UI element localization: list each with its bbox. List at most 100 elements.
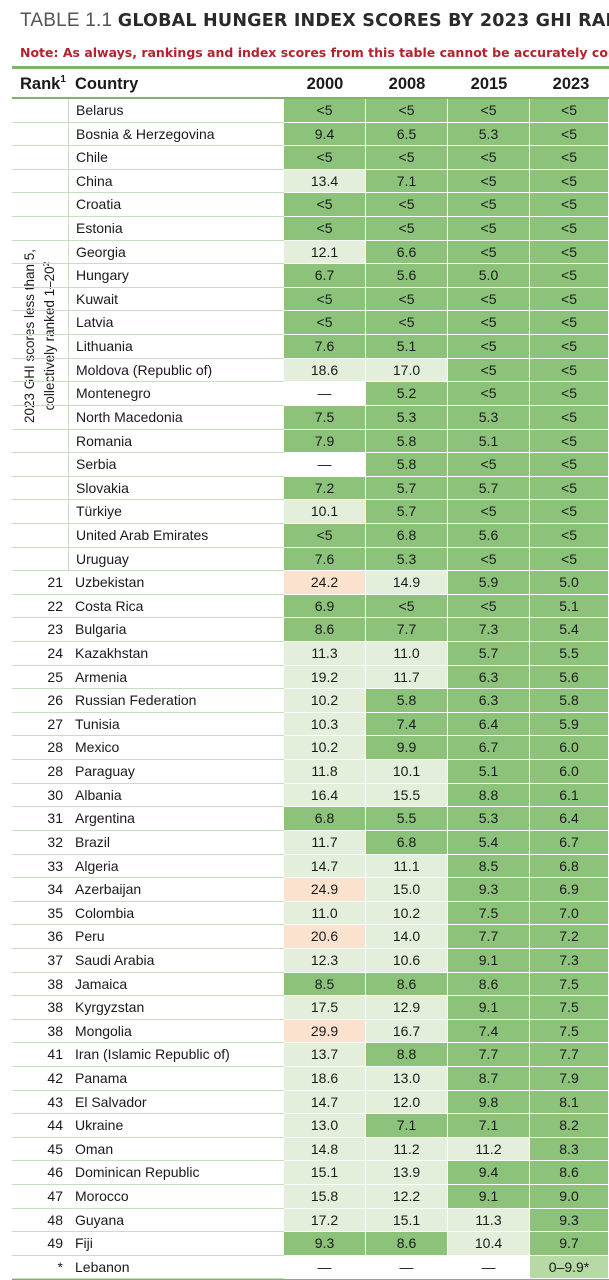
score-cell-2015: <5 — [448, 453, 530, 477]
score-cell-2015: 5.3 — [448, 122, 530, 147]
rank-cell — [12, 241, 68, 265]
score-cell-2008: 6.8 — [366, 830, 448, 855]
score-cell-2000: <5 — [284, 217, 366, 241]
score-cell-2015: <5 — [448, 287, 530, 312]
country-cell: Hungary — [68, 264, 284, 288]
country-cell: North Macedonia — [68, 405, 284, 430]
score-cell-2023: 6.9 — [530, 878, 609, 902]
table-row: 35 Colombia 11.0 10.2 7.5 7.0 — [12, 901, 609, 926]
score-cell-2015: 9.3 — [448, 878, 530, 902]
table-row: 30 Albania 16.4 15.5 8.8 6.1 — [12, 783, 609, 808]
score-cell-2023: <5 — [530, 169, 609, 194]
table-row: China 13.4 7.1 <5 <5 — [12, 169, 609, 194]
country-cell: Bulgaria — [68, 618, 284, 643]
score-cell-2008: <5 — [366, 217, 448, 241]
rank-cell: 49 — [12, 1232, 68, 1256]
country-cell: Russian Federation — [68, 689, 284, 713]
score-cell-2000: 12.3 — [284, 948, 366, 973]
rank-cell: 44 — [12, 1114, 68, 1138]
rank-cell: 26 — [12, 689, 68, 713]
score-cell-2015: 8.5 — [448, 854, 530, 879]
table-note: Note: As always, rankings and index scor… — [20, 45, 609, 60]
score-cell-2023: 7.5 — [530, 996, 609, 1020]
score-cell-2015: 9.1 — [448, 948, 530, 973]
rank-cell — [12, 146, 68, 170]
score-cell-2015: <5 — [448, 146, 530, 170]
country-cell: El Salvador — [68, 1091, 284, 1115]
rank-cell: 48 — [12, 1209, 68, 1233]
score-cell-2008: 7.1 — [366, 169, 448, 194]
score-cell-2023: 7.5 — [530, 972, 609, 997]
table-row: 44 Ukraine 13.0 7.1 7.1 8.2 — [12, 1114, 609, 1138]
table-row: Georgia 12.1 6.6 <5 <5 — [12, 240, 609, 265]
score-cell-2023: <5 — [530, 453, 609, 477]
table-row: Lithuania 7.6 5.1 <5 <5 — [12, 335, 609, 359]
score-cell-2000: — — [284, 453, 366, 477]
score-cell-2000: 15.8 — [284, 1185, 366, 1209]
table-row: Hungary 6.7 5.6 5.0 <5 — [12, 264, 609, 288]
rank-cell: 23 — [12, 618, 68, 643]
score-cell-2023: <5 — [530, 146, 609, 170]
country-cell: Argentina — [68, 807, 284, 831]
table-row: 28 Mexico 10.2 9.9 6.7 6.0 — [12, 736, 609, 761]
score-cell-2000: <5 — [284, 311, 366, 336]
score-cell-2008: 11.1 — [366, 854, 448, 879]
rank-cell: 35 — [12, 902, 68, 926]
country-cell: Mongolia — [68, 1020, 284, 1044]
score-cell-2008: 15.0 — [366, 878, 448, 902]
rank-cell: 36 — [12, 925, 68, 949]
country-cell: Peru — [68, 925, 284, 949]
score-cell-2023: <5 — [530, 311, 609, 336]
score-cell-2023: 7.9 — [530, 1066, 609, 1091]
table-row: 34 Azerbaijan 24.9 15.0 9.3 6.9 — [12, 878, 609, 902]
header-rule — [12, 97, 609, 99]
score-cell-2000: 18.6 — [284, 358, 366, 383]
score-cell-2008: <5 — [366, 99, 448, 123]
table-row: Belarus <5 <5 <5 <5 — [12, 99, 609, 123]
score-cell-2008: — — [366, 1255, 448, 1280]
score-cell-2000: 10.1 — [284, 500, 366, 524]
header-rank-label: Rank — [20, 75, 61, 93]
score-cell-2023: 5.5 — [530, 642, 609, 666]
country-cell: Lebanon — [68, 1256, 284, 1280]
score-cell-2015: 11.3 — [448, 1208, 530, 1233]
table-row: Moldova (Republic of) 18.6 17.0 <5 <5 — [12, 358, 609, 383]
table-row: 42 Panama 18.6 13.0 8.7 7.9 — [12, 1066, 609, 1091]
rank-cell — [12, 382, 68, 406]
score-cell-2015: 9.1 — [448, 1185, 530, 1209]
country-cell: Belarus — [68, 99, 284, 123]
table-row: 23 Bulgaria 8.6 7.7 7.3 5.4 — [12, 618, 609, 643]
table-row: Latvia <5 <5 <5 <5 — [12, 311, 609, 336]
score-cell-2023: 9.3 — [530, 1208, 609, 1233]
score-cell-2023: 7.3 — [530, 948, 609, 973]
score-cell-2023: <5 — [530, 193, 609, 218]
rank-cell: 38 — [12, 996, 68, 1020]
score-cell-2000: <5 — [284, 523, 366, 548]
score-cell-2000: 7.9 — [284, 429, 366, 454]
score-cell-2015: <5 — [448, 217, 530, 241]
score-cell-2000: 24.9 — [284, 878, 366, 902]
score-cell-2008: 15.5 — [366, 783, 448, 808]
score-cell-2023: 5.6 — [530, 665, 609, 690]
score-cell-2000: 13.7 — [284, 1043, 366, 1067]
country-cell: Ukraine — [68, 1114, 284, 1138]
rank-cell — [12, 453, 68, 477]
score-cell-2000: 11.7 — [284, 830, 366, 855]
score-cell-2008: 5.7 — [366, 500, 448, 524]
country-cell: Slovakia — [68, 476, 284, 501]
score-cell-2015: 5.3 — [448, 405, 530, 430]
score-cell-2008: 12.2 — [366, 1185, 448, 1209]
header-rank: Rank1 — [20, 72, 66, 96]
score-cell-2015: 5.7 — [448, 642, 530, 666]
table-row: United Arab Emirates <5 6.8 5.6 <5 — [12, 523, 609, 548]
score-cell-2023: <5 — [530, 358, 609, 383]
table-row: 38 Mongolia 29.9 16.7 7.4 7.5 — [12, 1019, 609, 1044]
rank-cell: 47 — [12, 1185, 68, 1209]
score-cell-2015: <5 — [448, 358, 530, 383]
score-cell-2023: <5 — [530, 264, 609, 288]
score-cell-2000: 10.2 — [284, 736, 366, 761]
rank-cell: 25 — [12, 666, 68, 690]
country-cell: Brazil — [68, 831, 284, 855]
country-cell: Fiji — [68, 1232, 284, 1256]
table-row: Slovakia 7.2 5.7 5.7 <5 — [12, 476, 609, 501]
